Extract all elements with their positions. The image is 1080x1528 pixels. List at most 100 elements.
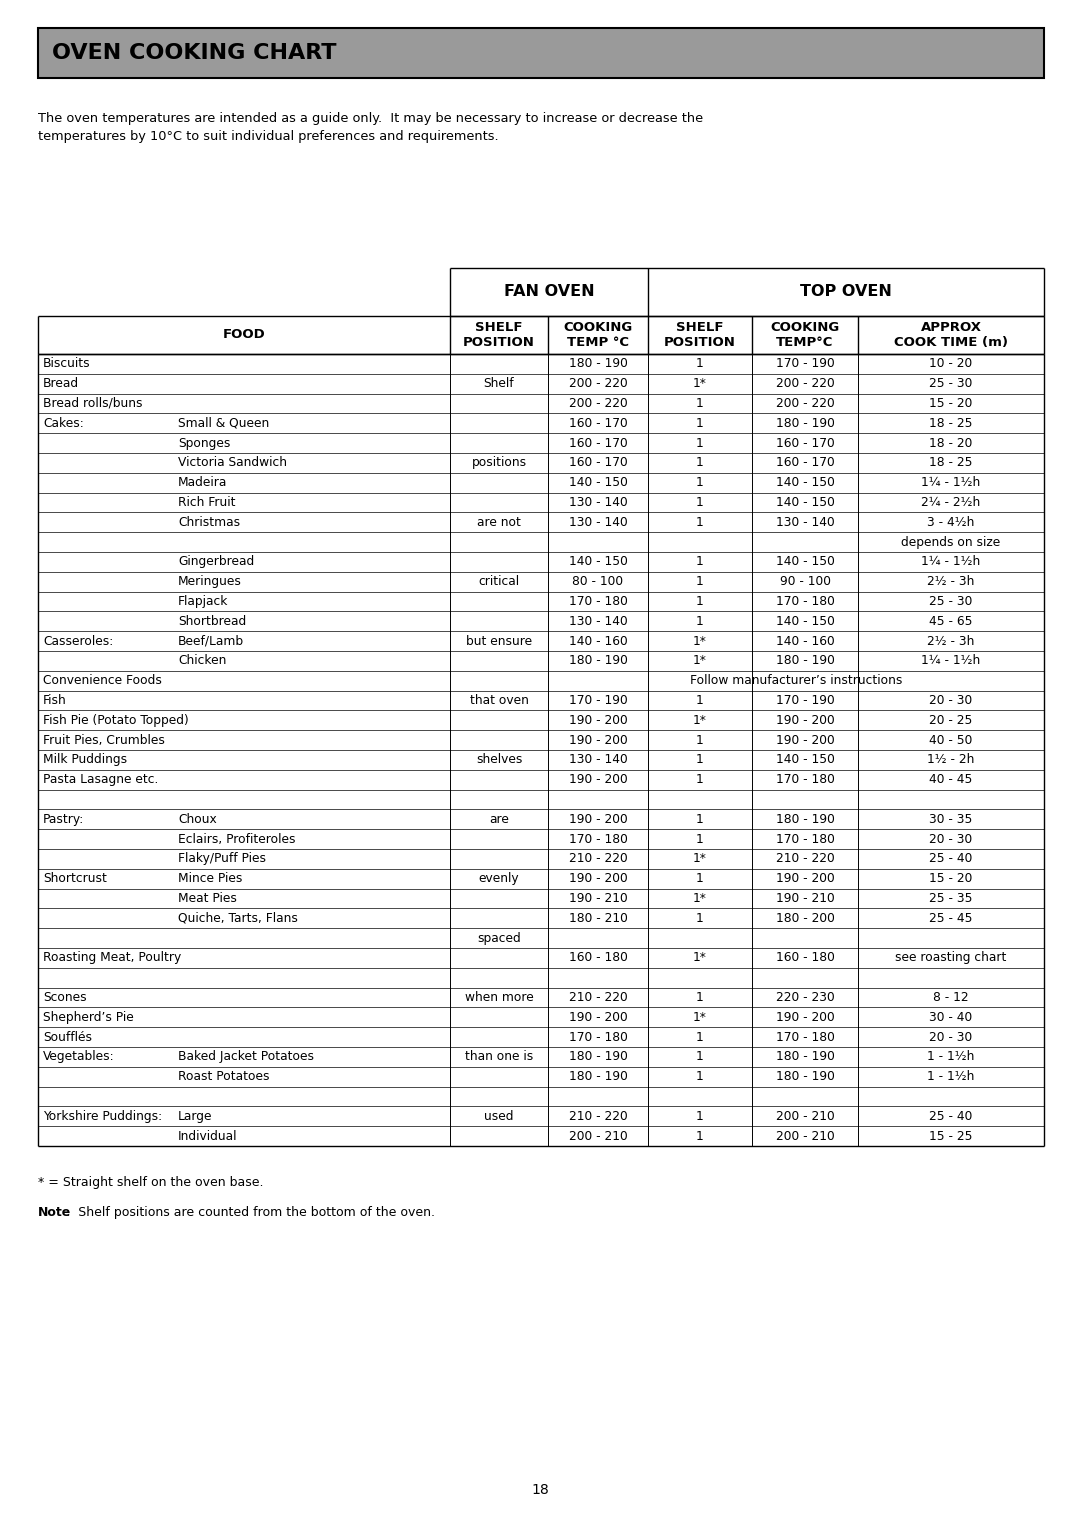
Text: 1: 1 xyxy=(697,358,704,370)
Text: 1: 1 xyxy=(697,497,704,509)
Text: 200 - 220: 200 - 220 xyxy=(775,397,835,410)
Text: 200 - 210: 200 - 210 xyxy=(775,1129,835,1143)
Text: 1: 1 xyxy=(697,1129,704,1143)
Text: 25 - 40: 25 - 40 xyxy=(929,1109,973,1123)
Text: 180 - 190: 180 - 190 xyxy=(775,813,835,825)
Text: 180 - 190: 180 - 190 xyxy=(775,1070,835,1083)
Text: 190 - 200: 190 - 200 xyxy=(569,813,627,825)
Text: 1*: 1* xyxy=(693,714,707,727)
Text: 1: 1 xyxy=(697,1050,704,1063)
Text: Meringues: Meringues xyxy=(178,575,242,588)
Text: 15 - 25: 15 - 25 xyxy=(929,1129,973,1143)
Text: Roasting Meat, Poultry: Roasting Meat, Poultry xyxy=(43,952,181,964)
Text: 1: 1 xyxy=(697,992,704,1004)
Text: Shepherd’s Pie: Shepherd’s Pie xyxy=(43,1012,134,1024)
Text: 1: 1 xyxy=(697,753,704,767)
Text: 2¼ - 2½h: 2¼ - 2½h xyxy=(921,497,981,509)
Bar xyxy=(38,28,1044,78)
Text: that oven: that oven xyxy=(470,694,528,707)
Text: 140 - 150: 140 - 150 xyxy=(775,753,835,767)
Text: 25 - 30: 25 - 30 xyxy=(929,594,973,608)
Text: 1: 1 xyxy=(697,397,704,410)
Text: 1: 1 xyxy=(697,575,704,588)
Text: 190 - 200: 190 - 200 xyxy=(569,733,627,747)
Text: 30 - 35: 30 - 35 xyxy=(929,813,973,825)
Text: COOKING
TEMP°C: COOKING TEMP°C xyxy=(770,321,839,350)
Text: 1: 1 xyxy=(697,912,704,924)
Text: 140 - 150: 140 - 150 xyxy=(775,614,835,628)
Text: APPROX
COOK TIME (m): APPROX COOK TIME (m) xyxy=(894,321,1008,350)
Text: Meat Pies: Meat Pies xyxy=(178,892,237,905)
Text: 25 - 40: 25 - 40 xyxy=(929,853,973,865)
Text: 1: 1 xyxy=(697,813,704,825)
Text: 190 - 200: 190 - 200 xyxy=(775,714,835,727)
Text: 180 - 210: 180 - 210 xyxy=(568,912,627,924)
Text: COOKING
TEMP °C: COOKING TEMP °C xyxy=(564,321,633,350)
Text: 170 - 180: 170 - 180 xyxy=(775,1030,835,1044)
Text: 90 - 100: 90 - 100 xyxy=(780,575,831,588)
Text: Milk Puddings: Milk Puddings xyxy=(43,753,127,767)
Text: Roast Potatoes: Roast Potatoes xyxy=(178,1070,270,1083)
Text: 3 - 4½h: 3 - 4½h xyxy=(928,516,974,529)
Text: 130 - 140: 130 - 140 xyxy=(569,753,627,767)
Text: are: are xyxy=(489,813,509,825)
Text: 25 - 30: 25 - 30 xyxy=(929,377,973,390)
Text: 140 - 150: 140 - 150 xyxy=(775,555,835,568)
Text: 1: 1 xyxy=(697,1070,704,1083)
Text: Pasta Lasagne etc.: Pasta Lasagne etc. xyxy=(43,773,159,787)
Text: FAN OVEN: FAN OVEN xyxy=(503,284,594,299)
Text: Biscuits: Biscuits xyxy=(43,358,91,370)
Text: 1: 1 xyxy=(697,437,704,449)
Text: 190 - 200: 190 - 200 xyxy=(775,733,835,747)
Text: 160 - 170: 160 - 170 xyxy=(569,437,627,449)
Text: 200 - 220: 200 - 220 xyxy=(569,397,627,410)
Text: 45 - 65: 45 - 65 xyxy=(929,614,973,628)
Text: Pastry:: Pastry: xyxy=(43,813,84,825)
Text: 170 - 180: 170 - 180 xyxy=(568,594,627,608)
Text: 180 - 190: 180 - 190 xyxy=(568,1050,627,1063)
Text: 130 - 140: 130 - 140 xyxy=(569,516,627,529)
Text: Flaky/Puff Pies: Flaky/Puff Pies xyxy=(178,853,266,865)
Text: 180 - 190: 180 - 190 xyxy=(568,654,627,668)
Text: 130 - 140: 130 - 140 xyxy=(569,497,627,509)
Text: Chicken: Chicken xyxy=(178,654,227,668)
Text: 170 - 180: 170 - 180 xyxy=(775,594,835,608)
Text: 1¼ - 1½h: 1¼ - 1½h xyxy=(921,555,981,568)
Text: 1: 1 xyxy=(697,614,704,628)
Text: 180 - 190: 180 - 190 xyxy=(775,1050,835,1063)
Text: 1: 1 xyxy=(697,1030,704,1044)
Text: Madeira: Madeira xyxy=(178,477,228,489)
Text: Cakes:: Cakes: xyxy=(43,417,84,429)
Text: Rich Fruit: Rich Fruit xyxy=(178,497,235,509)
Text: 1: 1 xyxy=(697,417,704,429)
Text: 1: 1 xyxy=(697,872,704,885)
Text: 190 - 210: 190 - 210 xyxy=(569,892,627,905)
Text: 15 - 20: 15 - 20 xyxy=(929,397,973,410)
Text: Casseroles:: Casseroles: xyxy=(43,634,113,648)
Text: 170 - 190: 170 - 190 xyxy=(569,694,627,707)
Text: 1*: 1* xyxy=(693,377,707,390)
Text: critical: critical xyxy=(478,575,519,588)
Text: Choux: Choux xyxy=(178,813,217,825)
Text: 210 - 220: 210 - 220 xyxy=(569,853,627,865)
Text: Follow manufacturer’s instructions: Follow manufacturer’s instructions xyxy=(690,674,902,688)
Text: Beef/Lamb: Beef/Lamb xyxy=(178,634,244,648)
Text: 220 - 230: 220 - 230 xyxy=(775,992,835,1004)
Text: 1 - 1½h: 1 - 1½h xyxy=(928,1070,974,1083)
Text: 160 - 170: 160 - 170 xyxy=(775,437,835,449)
Text: 180 - 190: 180 - 190 xyxy=(775,417,835,429)
Text: TOP OVEN: TOP OVEN xyxy=(800,284,892,299)
Text: Vegetables:: Vegetables: xyxy=(43,1050,114,1063)
Text: used: used xyxy=(484,1109,514,1123)
Text: 30 - 40: 30 - 40 xyxy=(930,1012,973,1024)
Text: 1: 1 xyxy=(697,477,704,489)
Text: 160 - 180: 160 - 180 xyxy=(775,952,835,964)
Text: 210 - 220: 210 - 220 xyxy=(775,853,835,865)
Text: 1*: 1* xyxy=(693,952,707,964)
Text: 18: 18 xyxy=(531,1484,549,1497)
Text: Quiche, Tarts, Flans: Quiche, Tarts, Flans xyxy=(178,912,298,924)
Text: 170 - 190: 170 - 190 xyxy=(775,694,835,707)
Text: 1: 1 xyxy=(697,773,704,787)
Text: 1 - 1½h: 1 - 1½h xyxy=(928,1050,974,1063)
Text: 1: 1 xyxy=(697,555,704,568)
